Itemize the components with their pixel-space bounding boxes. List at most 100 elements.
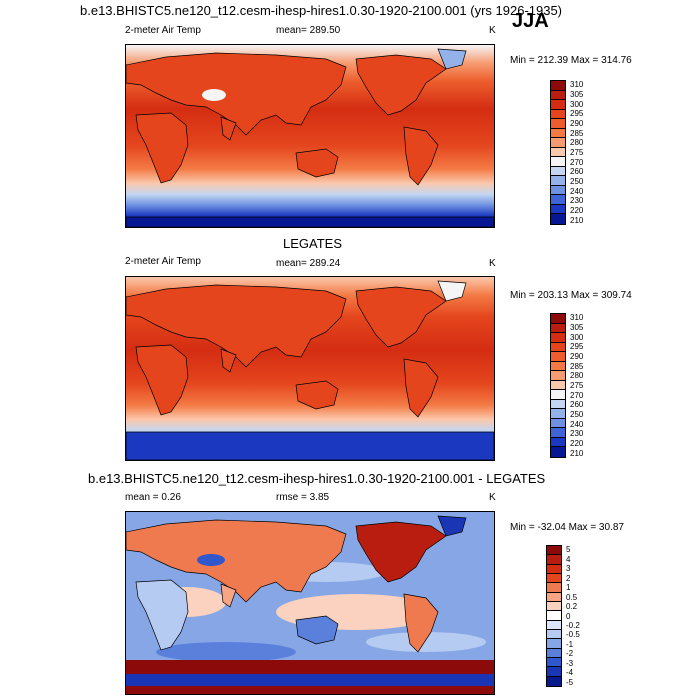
colorbar-tick-label: 0: [566, 611, 571, 621]
colorbar-swatch: [551, 352, 565, 362]
colorbar-tick-label: -0.2: [566, 620, 580, 630]
colorbar-swatch: [547, 629, 561, 640]
colorbar-swatch: [551, 100, 565, 110]
colorbar-tick-label: 1: [566, 583, 571, 593]
colorbar-tick-label: 210: [570, 448, 584, 458]
panel1-unit: K: [489, 25, 496, 36]
colorbar-swatch: [551, 333, 565, 343]
colorbar-tick-label: 240: [570, 419, 584, 429]
colorbar-swatch: [551, 399, 565, 410]
panel1-minmax: Min = 212.39 Max = 314.76: [510, 55, 632, 66]
colorbar-swatch: [551, 109, 565, 120]
colorbar-tick-label: 290: [570, 352, 584, 361]
colorbar-tick-label: 280: [570, 371, 584, 381]
colorbar-tick-label: 305: [570, 323, 584, 332]
colorbar-tick-label: 230: [570, 196, 584, 206]
colorbar-swatch: [551, 81, 565, 91]
colorbar-tick-label: 295: [570, 109, 584, 119]
colorbar-swatch: [547, 639, 561, 649]
colorbar-swatch: [551, 195, 565, 205]
colorbar-tick-label: 285: [570, 361, 584, 371]
colorbar-tick-label: 220: [570, 439, 584, 448]
colorbar-tick-label: 3: [566, 564, 571, 574]
panel3-colorbar: [546, 545, 562, 687]
colorbar-swatch: [551, 342, 565, 353]
colorbar-tick-label: -2: [566, 649, 574, 659]
colorbar-swatch: [551, 90, 565, 101]
colorbar-swatch: [551, 157, 565, 167]
colorbar-swatch: [551, 371, 565, 381]
colorbar-swatch: [547, 601, 561, 612]
colorbar-tick-label: 290: [570, 119, 584, 128]
panel2-title: LEGATES: [283, 236, 343, 251]
colorbar-swatch: [547, 611, 561, 621]
colorbar-tick-label: 305: [570, 90, 584, 99]
panel3-colorbar-ticks: 5 4 3 2 1 0.5 0.2 0 -0.2 -0.5 -1 -2 -3 -4 -5: [566, 545, 606, 687]
colorbar-swatch: [551, 437, 565, 448]
colorbar-swatch: [551, 176, 565, 186]
panel1-map: [125, 44, 495, 228]
colorbar-swatch: [547, 592, 561, 602]
panel2-colorbar: [550, 313, 566, 458]
panel3-title: b.e13.BHISTC5.ne120_t12.cesm-ihesp-hires…: [88, 471, 546, 486]
colorbar-tick-label: 2: [566, 573, 571, 583]
colorbar-swatch: [551, 418, 565, 429]
colorbar-tick-label: -4: [566, 668, 574, 678]
colorbar-tick-label: 260: [570, 400, 584, 410]
panel1-title: b.e13.BHISTC5.ne120_t12.cesm-ihesp-hires…: [80, 3, 563, 18]
panel2-unit: K: [489, 258, 496, 269]
colorbar-swatch: [547, 573, 561, 584]
colorbar-tick-label: -3: [566, 658, 574, 668]
colorbar-swatch: [551, 380, 565, 391]
colorbar-tick-label: -0.5: [566, 630, 580, 640]
colorbar-swatch: [551, 361, 565, 372]
colorbar-tick-label: 300: [570, 332, 584, 342]
colorbar-swatch: [551, 314, 565, 324]
panel3-minmax: Min = -32.04 Max = 30.87: [510, 522, 624, 533]
panel2-colorbar-ticks: 310 305 300 295 290 285 280 275 270 260 250 240 230 2…: [570, 313, 610, 458]
panel1-colorbar-ticks: 310 305 300 295 290 285 280 275 270 260 250 240 230 2…: [570, 80, 610, 225]
colorbar-tick-label: 250: [570, 410, 584, 419]
colorbar-tick-label: 285: [570, 128, 584, 138]
colorbar-swatch: [547, 620, 561, 630]
panel3-mean: mean = 0.26: [125, 492, 181, 503]
colorbar-swatch: [551, 185, 565, 196]
colorbar-tick-label: 260: [570, 167, 584, 177]
colorbar-swatch: [551, 147, 565, 158]
colorbar-tick-label: 250: [570, 177, 584, 186]
panel2-variable-label: 2-meter Air Temp: [125, 256, 201, 267]
colorbar-swatch: [547, 564, 561, 574]
colorbar-swatch: [551, 204, 565, 215]
colorbar-tick-label: 210: [570, 215, 584, 225]
colorbar-tick-label: -1: [566, 639, 574, 649]
colorbar-tick-label: 240: [570, 186, 584, 196]
colorbar-tick-label: 230: [570, 429, 584, 439]
colorbar-tick-label: 0.2: [566, 602, 578, 612]
colorbar-swatch: [547, 555, 561, 565]
panel1-colorbar: [550, 80, 566, 225]
colorbar-swatch: [547, 657, 561, 668]
colorbar-swatch: [551, 128, 565, 139]
colorbar-swatch: [551, 409, 565, 419]
panel3-rmse: rmse = 3.85: [276, 492, 330, 503]
colorbar-swatch: [551, 390, 565, 400]
colorbar-swatch: [551, 323, 565, 334]
colorbar-swatch: [551, 214, 565, 224]
colorbar-tick-label: 280: [570, 138, 584, 148]
colorbar-tick-label: 270: [570, 390, 584, 400]
colorbar-swatch: [547, 583, 561, 593]
colorbar-tick-label: 300: [570, 99, 584, 109]
panel2-map: [125, 276, 495, 461]
colorbar-tick-label: 220: [570, 206, 584, 215]
colorbar-swatch: [551, 447, 565, 457]
colorbar-tick-label: 5: [566, 545, 571, 555]
colorbar-tick-label: 275: [570, 381, 584, 390]
colorbar-swatch: [551, 138, 565, 148]
colorbar-swatch: [547, 676, 561, 686]
panel3-map: [125, 511, 495, 695]
season-label: JJA: [512, 10, 549, 32]
colorbar-swatch: [547, 648, 561, 658]
colorbar-swatch: [551, 119, 565, 129]
colorbar-tick-label: 0.5: [566, 592, 578, 602]
colorbar-swatch: [551, 166, 565, 177]
